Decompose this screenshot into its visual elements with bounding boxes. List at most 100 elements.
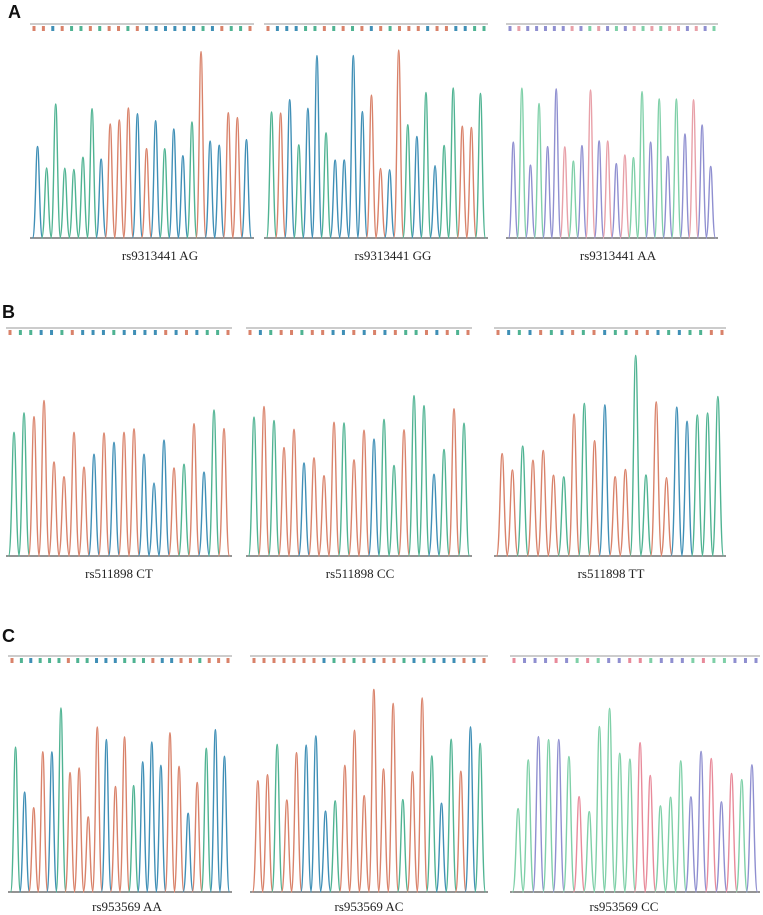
trace-peak [177, 463, 191, 557]
base-call-marker [170, 658, 174, 663]
trace-peak [623, 758, 637, 893]
trace-peak [507, 141, 519, 239]
base-call-marker [29, 658, 33, 663]
trace-peak [327, 421, 341, 557]
base-call-marker [81, 330, 85, 335]
trace-peak [95, 158, 107, 239]
base-call-marker [445, 330, 449, 335]
trace-peak [302, 107, 314, 239]
base-call-marker [638, 658, 642, 663]
trace-peak [532, 735, 545, 893]
trace-peak [149, 119, 162, 239]
trace-peak [100, 738, 113, 893]
chromatogram-image [8, 655, 232, 893]
base-call-marker [617, 658, 621, 663]
base-call-marker [154, 26, 158, 31]
base-call-marker [123, 658, 127, 663]
base-call-marker [66, 658, 70, 663]
trace-peak [68, 168, 80, 239]
trace-peak [155, 764, 167, 893]
base-call-marker [588, 26, 592, 31]
trace-peak [319, 810, 332, 893]
trace-peak [745, 764, 759, 893]
trace-peak [309, 735, 322, 893]
trace-peak [416, 697, 429, 893]
trace-peak [157, 439, 171, 557]
base-call-marker [331, 330, 335, 335]
trace-peak [247, 416, 261, 557]
trace-peak [86, 107, 98, 239]
base-call-marker [456, 330, 460, 335]
trace-peak [397, 429, 411, 557]
base-call-marker [76, 658, 80, 663]
genotype-caption: rs511898 CC [325, 566, 395, 581]
trace-peak [59, 167, 71, 239]
base-call-marker [416, 26, 420, 31]
trace-peak [9, 746, 22, 893]
trace-peak [290, 751, 303, 893]
trace-peak [610, 162, 622, 239]
trace-peak [577, 402, 591, 557]
chromatogram [30, 20, 254, 242]
trace-peak [445, 738, 458, 893]
trace-peak [107, 441, 121, 557]
base-call-marker [688, 330, 692, 335]
base-call-marker [304, 26, 308, 31]
base-call-marker [607, 658, 611, 663]
base-call-marker [19, 658, 23, 663]
base-call-marker [535, 26, 539, 31]
trace-peak [639, 474, 653, 557]
chromatogram-image [510, 655, 760, 893]
trace-peak [329, 159, 341, 239]
trace-peak [131, 112, 144, 239]
base-call-marker [341, 26, 345, 31]
trace-peak [277, 446, 291, 557]
trace-peak [127, 428, 141, 557]
trace-peak [37, 750, 49, 893]
base-call-marker [379, 26, 383, 31]
trace-peak [715, 801, 728, 893]
base-call-marker [444, 26, 448, 31]
trace-peak [31, 145, 44, 239]
trace-peak [173, 765, 185, 893]
trace-peak [218, 755, 231, 893]
trace-peak [447, 87, 459, 239]
trace-peak [427, 473, 441, 557]
trace-peak [557, 476, 571, 557]
genotype-caption: rs953569 AC [334, 899, 404, 914]
trace-peak [293, 144, 305, 239]
trace-peak [7, 431, 21, 557]
trace-peak [374, 167, 387, 239]
base-call-marker [482, 26, 486, 31]
base-call-marker [262, 658, 266, 663]
genotype-caption: rs953569 AA [92, 899, 162, 914]
base-call-marker [362, 658, 366, 663]
trace-peak [521, 759, 535, 893]
trace-peak [365, 94, 378, 239]
chromatogram [264, 20, 488, 242]
trace-peak [28, 807, 40, 893]
base-call-marker [641, 26, 645, 31]
base-call-marker [523, 658, 527, 663]
base-call-marker [239, 26, 243, 31]
trace-peak [37, 399, 51, 557]
base-call-marker [122, 330, 126, 335]
trace-peak [207, 409, 221, 557]
trace-peak [696, 124, 708, 239]
base-call-marker [463, 26, 467, 31]
trace-peak [603, 707, 616, 893]
base-call-marker [597, 26, 601, 31]
genotype-caption: rs511898 CT [85, 566, 153, 581]
trace-peak [593, 140, 605, 239]
base-call-marker [294, 26, 298, 31]
trace-peak [217, 427, 231, 557]
base-call-marker [18, 330, 22, 335]
base-call-marker [699, 330, 703, 335]
trace-peak [280, 799, 293, 893]
trace-peak [694, 750, 708, 893]
trace-peak [435, 802, 448, 893]
trace-peak [287, 428, 301, 557]
trace-peak [387, 464, 401, 557]
trace-peak [406, 770, 419, 893]
trace-peak [649, 401, 663, 557]
